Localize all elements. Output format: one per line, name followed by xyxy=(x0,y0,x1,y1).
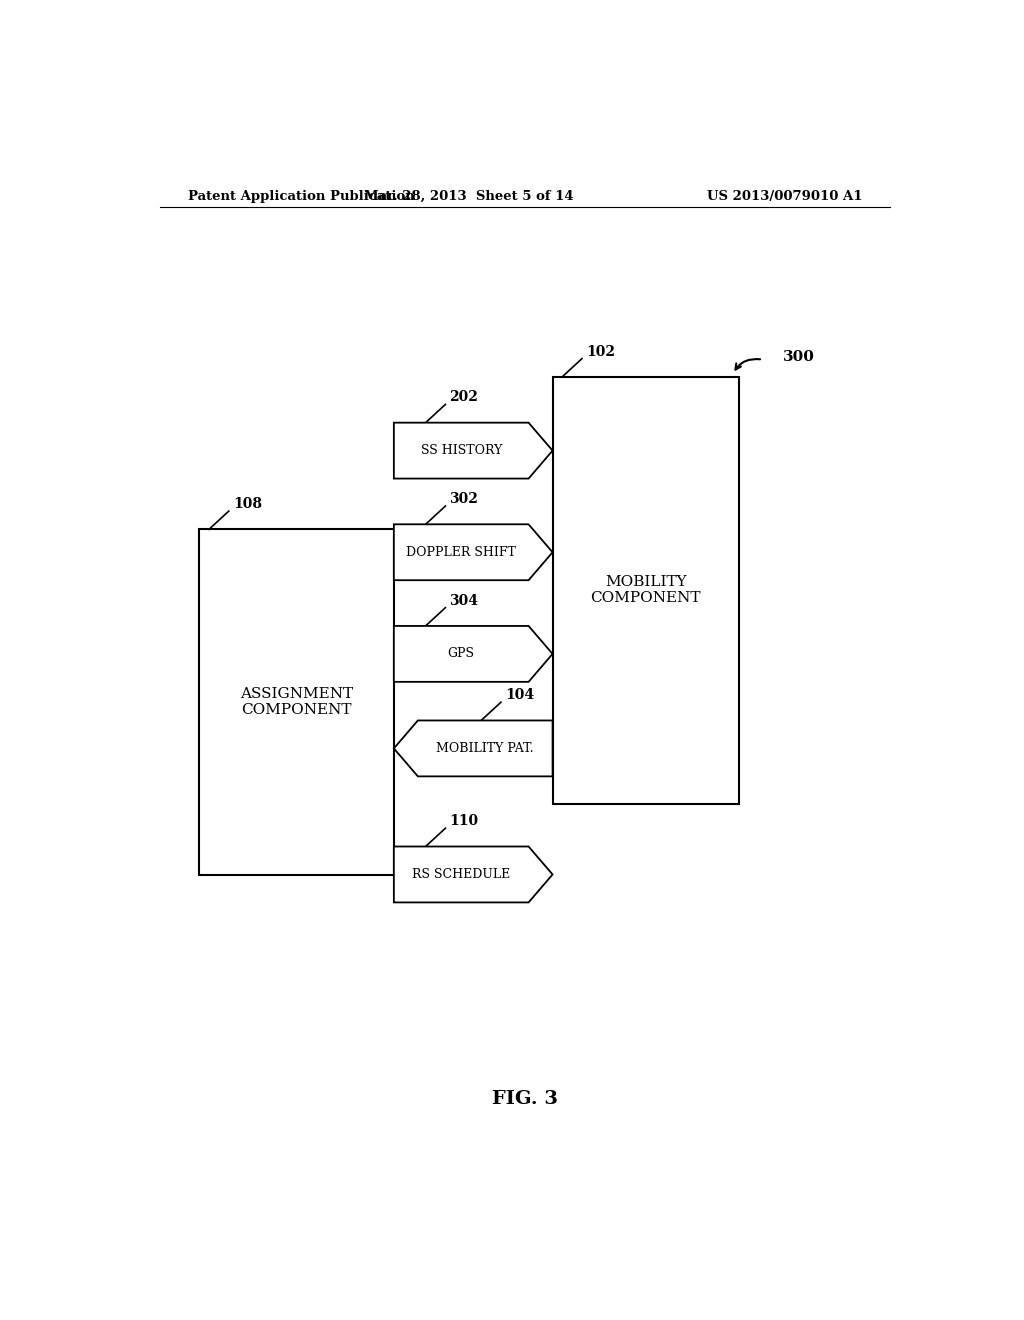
Text: 300: 300 xyxy=(782,350,815,363)
Text: DOPPLER SHIFT: DOPPLER SHIFT xyxy=(407,545,516,558)
Text: 102: 102 xyxy=(586,345,614,359)
Polygon shape xyxy=(394,721,553,776)
Polygon shape xyxy=(394,524,553,581)
Text: MOBILITY PAT.: MOBILITY PAT. xyxy=(436,742,534,755)
Text: ASSIGNMENT
COMPONENT: ASSIGNMENT COMPONENT xyxy=(240,688,353,717)
Text: MOBILITY
COMPONENT: MOBILITY COMPONENT xyxy=(591,576,701,606)
Polygon shape xyxy=(394,422,553,479)
Text: SS HISTORY: SS HISTORY xyxy=(421,444,502,457)
Text: Patent Application Publication: Patent Application Publication xyxy=(187,190,415,202)
Text: 202: 202 xyxy=(450,391,478,404)
Text: 104: 104 xyxy=(505,688,535,702)
Bar xyxy=(553,378,739,804)
Polygon shape xyxy=(394,626,553,682)
Text: Mar. 28, 2013  Sheet 5 of 14: Mar. 28, 2013 Sheet 5 of 14 xyxy=(365,190,574,202)
Bar xyxy=(200,529,394,875)
Text: RS SCHEDULE: RS SCHEDULE xyxy=(412,869,510,880)
Text: US 2013/0079010 A1: US 2013/0079010 A1 xyxy=(707,190,862,202)
Text: 302: 302 xyxy=(450,492,478,506)
Text: FIG. 3: FIG. 3 xyxy=(492,1089,558,1107)
Text: 110: 110 xyxy=(450,814,478,828)
Polygon shape xyxy=(394,846,553,903)
Text: GPS: GPS xyxy=(447,647,475,660)
Text: 304: 304 xyxy=(450,594,478,607)
Text: 108: 108 xyxy=(232,498,262,511)
